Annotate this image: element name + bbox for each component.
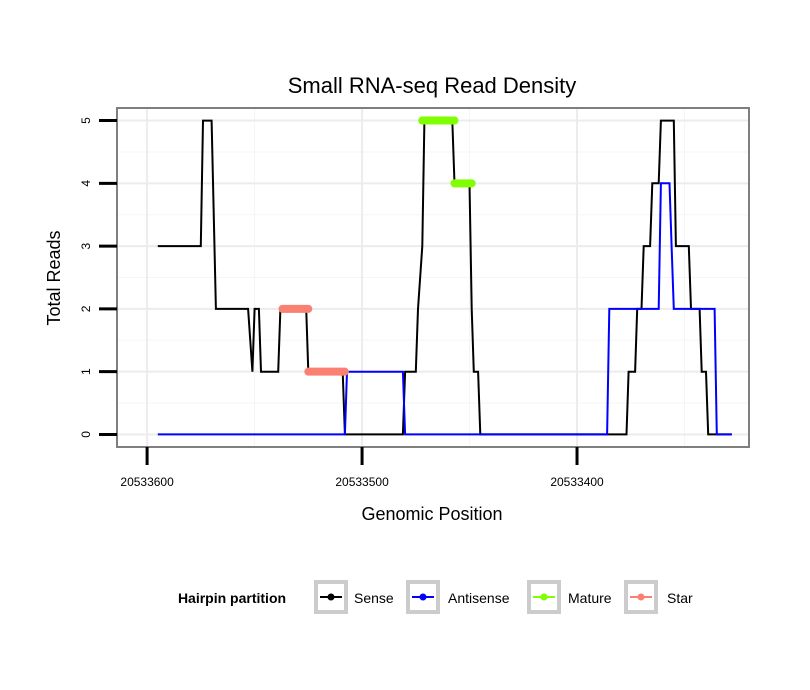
x-axis-title: Genomic Position [361, 504, 502, 524]
legend-key-dot [540, 593, 548, 601]
legend-label: Star [667, 590, 693, 606]
legend-label: Antisense [448, 590, 510, 606]
legend-label: Sense [354, 590, 394, 606]
legend-entry-mature: Mature [527, 580, 612, 614]
y-tick-label: 3 [79, 242, 93, 249]
chart-title: Small RNA-seq Read Density [288, 73, 577, 98]
legend-entry-star: Star [624, 580, 693, 614]
y-tick-label: 2 [79, 305, 93, 312]
legend-entry-antisense: Antisense [406, 580, 510, 614]
series-layer [157, 116, 732, 436]
panel-border [116, 107, 750, 448]
legend-label: Mature [568, 590, 612, 606]
x-tick-label: 20533600 [120, 475, 174, 489]
legend-key-dot [637, 593, 645, 601]
legend-key-dot [327, 593, 335, 601]
x-tick-label: 20533400 [550, 475, 604, 489]
y-tick-label: 5 [79, 117, 93, 124]
y-tick-label: 0 [79, 431, 93, 438]
series-line-antisense [157, 182, 732, 436]
y-axis: 0 1 2 3 4 5 [79, 117, 117, 438]
legend-title: Hairpin partition [178, 590, 286, 606]
legend-entry-sense: Sense [314, 580, 394, 614]
legend: Hairpin partition Sense Antisense Mature St… [178, 580, 693, 614]
y-axis-title: Total Reads [44, 230, 64, 325]
x-tick-label: 20533500 [335, 475, 389, 489]
y-tick-label: 4 [79, 180, 93, 187]
legend-entries: Sense Antisense Mature Star [314, 580, 693, 614]
y-tick-label: 1 [79, 368, 93, 375]
legend-key-dot [419, 593, 427, 601]
x-axis: 20533600 20533500 20533400 [120, 447, 604, 489]
